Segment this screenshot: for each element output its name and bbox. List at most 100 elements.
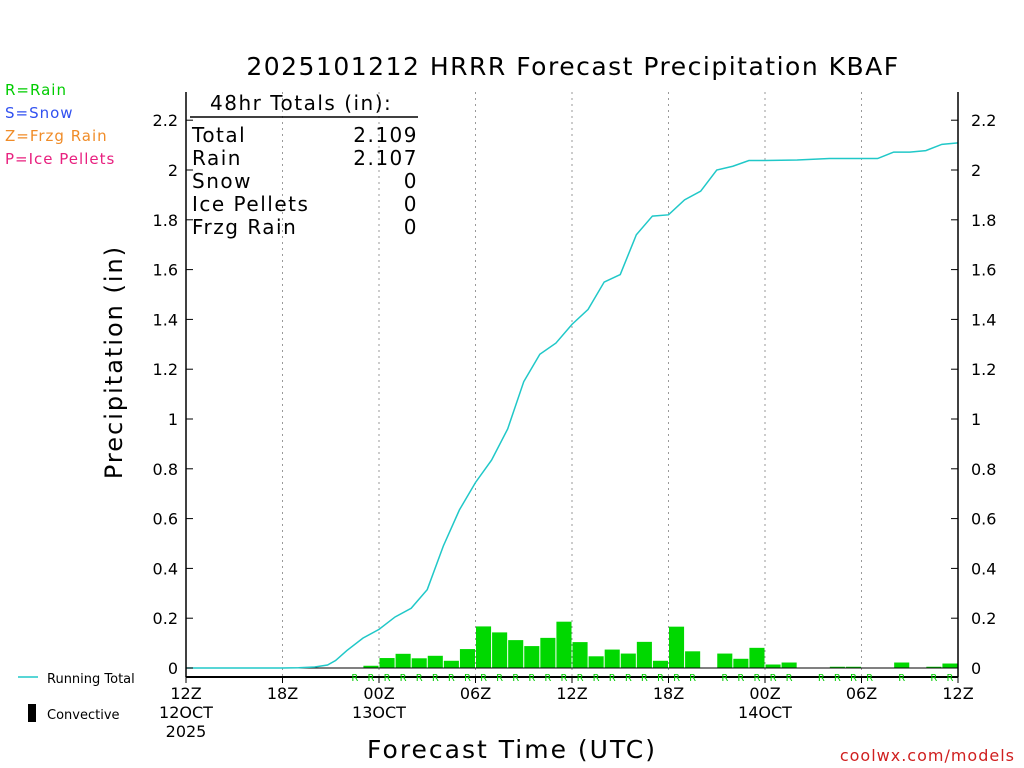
precip-bar: [572, 642, 588, 668]
chart-title: 2025101212 HRRR Forecast Precipitation K…: [246, 52, 899, 81]
ptype-marker: R: [898, 673, 905, 684]
precip-bar: [652, 660, 668, 668]
ptype-marker: R: [593, 673, 600, 684]
totals-value-frzg-rain: 0: [404, 215, 418, 239]
totals-value-ice-pellets: 0: [404, 192, 418, 216]
hourly-precip-bars: [198, 621, 958, 669]
ptype-marker: R: [464, 673, 471, 684]
precip-bar: [717, 653, 733, 668]
y-tick-label-left: 0: [168, 659, 178, 678]
totals-value-snow: 0: [404, 169, 418, 193]
y-tick-label-left: 2.2: [153, 111, 178, 130]
running-total-line: [186, 142, 959, 669]
ptype-marker: R: [512, 673, 519, 684]
y-tick-label-left: 1.2: [153, 360, 178, 379]
precip-bar: [620, 653, 636, 668]
ptype-marker: R: [930, 673, 937, 684]
ptype-marker: R: [367, 673, 374, 684]
y-tick-label-right: 1.6: [971, 261, 996, 280]
ptype-marker: R: [786, 673, 793, 684]
precip-bar: [845, 666, 861, 668]
y-ticks: 0 00.2 0.20.4 0.40.6 0.60.8 0.81 11.2 1.21.4 1.4…: [153, 111, 997, 678]
y-tick-label-right: 0.2: [971, 609, 996, 628]
ptype-marker: R: [400, 673, 407, 684]
precip-bar: [829, 666, 845, 668]
totals-label-rain: Rain: [192, 146, 242, 170]
precip-bar: [636, 641, 652, 668]
y-tick-label-right: 1.2: [971, 360, 996, 379]
ptype-marker: R: [351, 673, 358, 684]
ptype-marker: R: [625, 673, 632, 684]
x-tick-label: 12Z: [556, 684, 587, 703]
precip-bar: [411, 658, 427, 668]
precip-bar: [379, 658, 395, 668]
ptype-marker: R: [850, 673, 857, 684]
precip-bar: [508, 640, 524, 668]
precip-bar: [604, 649, 620, 668]
totals-label-frzg-rain: Frzg Rain: [192, 215, 297, 239]
totals-value-total: 2.109: [353, 123, 418, 147]
ptype-marker: R: [432, 673, 439, 684]
ptype-marker: R: [560, 673, 567, 684]
grid-lines: [282, 92, 862, 677]
precip-bar: [476, 626, 492, 668]
ptype-marker: R: [496, 673, 503, 684]
ptype-key-ice-pellets: P=Ice Pellets: [5, 150, 116, 168]
x-tick-label: 18Z: [653, 684, 684, 703]
running-total-legend-label: Running Total: [47, 672, 135, 687]
ptype-marker: R: [946, 673, 953, 684]
precip-bar: [459, 649, 475, 668]
precip-bar: [733, 658, 749, 668]
totals-label-snow: Snow: [192, 169, 252, 193]
x-tick-label: 06Z: [846, 684, 877, 703]
y-tick-label-right: 0.6: [971, 510, 996, 529]
precip-bar: [765, 664, 781, 668]
y-tick-label-left: 0.6: [153, 510, 178, 529]
x-axis-label: Forecast Time (UTC): [367, 735, 657, 764]
ptype-marker: R: [577, 673, 584, 684]
precip-bar: [588, 656, 604, 668]
totals-title: 48hr Totals (in):: [210, 91, 392, 115]
ptype-marker: R: [770, 673, 777, 684]
x-tick-label: 18Z: [267, 684, 298, 703]
y-tick-label-left: 0.8: [153, 460, 178, 479]
totals-label-ice-pellets: Ice Pellets: [192, 192, 309, 216]
totals-label-total: Total: [191, 123, 246, 147]
x-tick-label: 14OCT: [738, 703, 792, 722]
convective-swatch: [28, 704, 36, 722]
y-tick-label-left: 1.6: [153, 261, 178, 280]
precip-bar: [524, 646, 540, 668]
y-axis-label: Precipitation (in): [100, 245, 128, 479]
x-tick-label: 12OCT: [159, 703, 213, 722]
ptype-marker: R: [609, 673, 616, 684]
ptype-marker: R: [641, 673, 648, 684]
precip-bar: [685, 651, 701, 668]
ptype-marker: R: [866, 673, 873, 684]
ptype-marker: R: [834, 673, 841, 684]
ptype-key-rain: R=Rain: [5, 81, 67, 99]
ptype-marker: R: [737, 673, 744, 684]
precip-bar: [540, 637, 556, 668]
bottom-legend: Running Total Convective: [18, 672, 135, 723]
ptype-marker: R: [544, 673, 551, 684]
x-tick-label: 12Z: [942, 684, 973, 703]
ptype-marker: R: [448, 673, 455, 684]
ptype-key-frzg-rain: Z=Frzg Rain: [5, 127, 108, 145]
ptype-marker: R: [657, 673, 664, 684]
ptype-marker: R: [689, 673, 696, 684]
y-tick-label-right: 0.4: [971, 559, 996, 578]
y-tick-label-right: 1.8: [971, 211, 996, 230]
precip-bar: [926, 666, 942, 668]
x-tick-label: 2025: [166, 722, 207, 741]
y-tick-label-right: 0.8: [971, 460, 996, 479]
precip-bar: [492, 632, 508, 668]
totals-box: 48hr Totals (in): Total 2.109 Rain 2.107…: [190, 91, 418, 239]
ptype-marker: R: [753, 673, 760, 684]
x-tick-label: 00Z: [749, 684, 780, 703]
x-tick-label: 13OCT: [352, 703, 406, 722]
ptype-marker: R: [673, 673, 680, 684]
y-tick-label-left: 0.2: [153, 609, 178, 628]
y-tick-label-right: 1.4: [971, 310, 996, 329]
